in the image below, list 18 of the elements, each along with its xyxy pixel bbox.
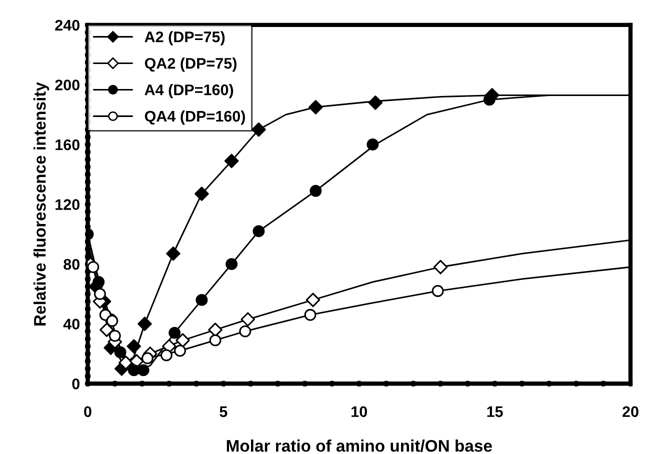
y-tick-label: 40	[63, 318, 80, 330]
x-tick-label: 0	[84, 406, 92, 418]
y-tick-label: 160	[56, 139, 80, 150]
x-tick-label: 15	[487, 406, 503, 418]
x-axis-title: Molar ratio of amino unit/ON base	[226, 440, 492, 452]
y-tick-label: 240	[55, 20, 80, 31]
y-tick-label: 200	[55, 80, 80, 90]
legend-label: QA4 (DP=160)	[144, 110, 245, 125]
legend-label: QA2 (DP=75)	[144, 58, 236, 72]
legend-label: A4 (DP=160)	[144, 84, 234, 98]
x-tick-label: 5	[220, 406, 228, 418]
y-tick-label: 0	[72, 378, 80, 390]
legend-label: A2 (DP=75)	[144, 31, 225, 46]
x-tick-label: 20	[622, 406, 638, 418]
y-tick-label: 80	[64, 258, 80, 270]
x-tick-label: 10	[352, 406, 367, 418]
y-axis-title: Relative fluorescence intensity	[34, 82, 50, 326]
y-tick-label: 120	[56, 199, 80, 210]
